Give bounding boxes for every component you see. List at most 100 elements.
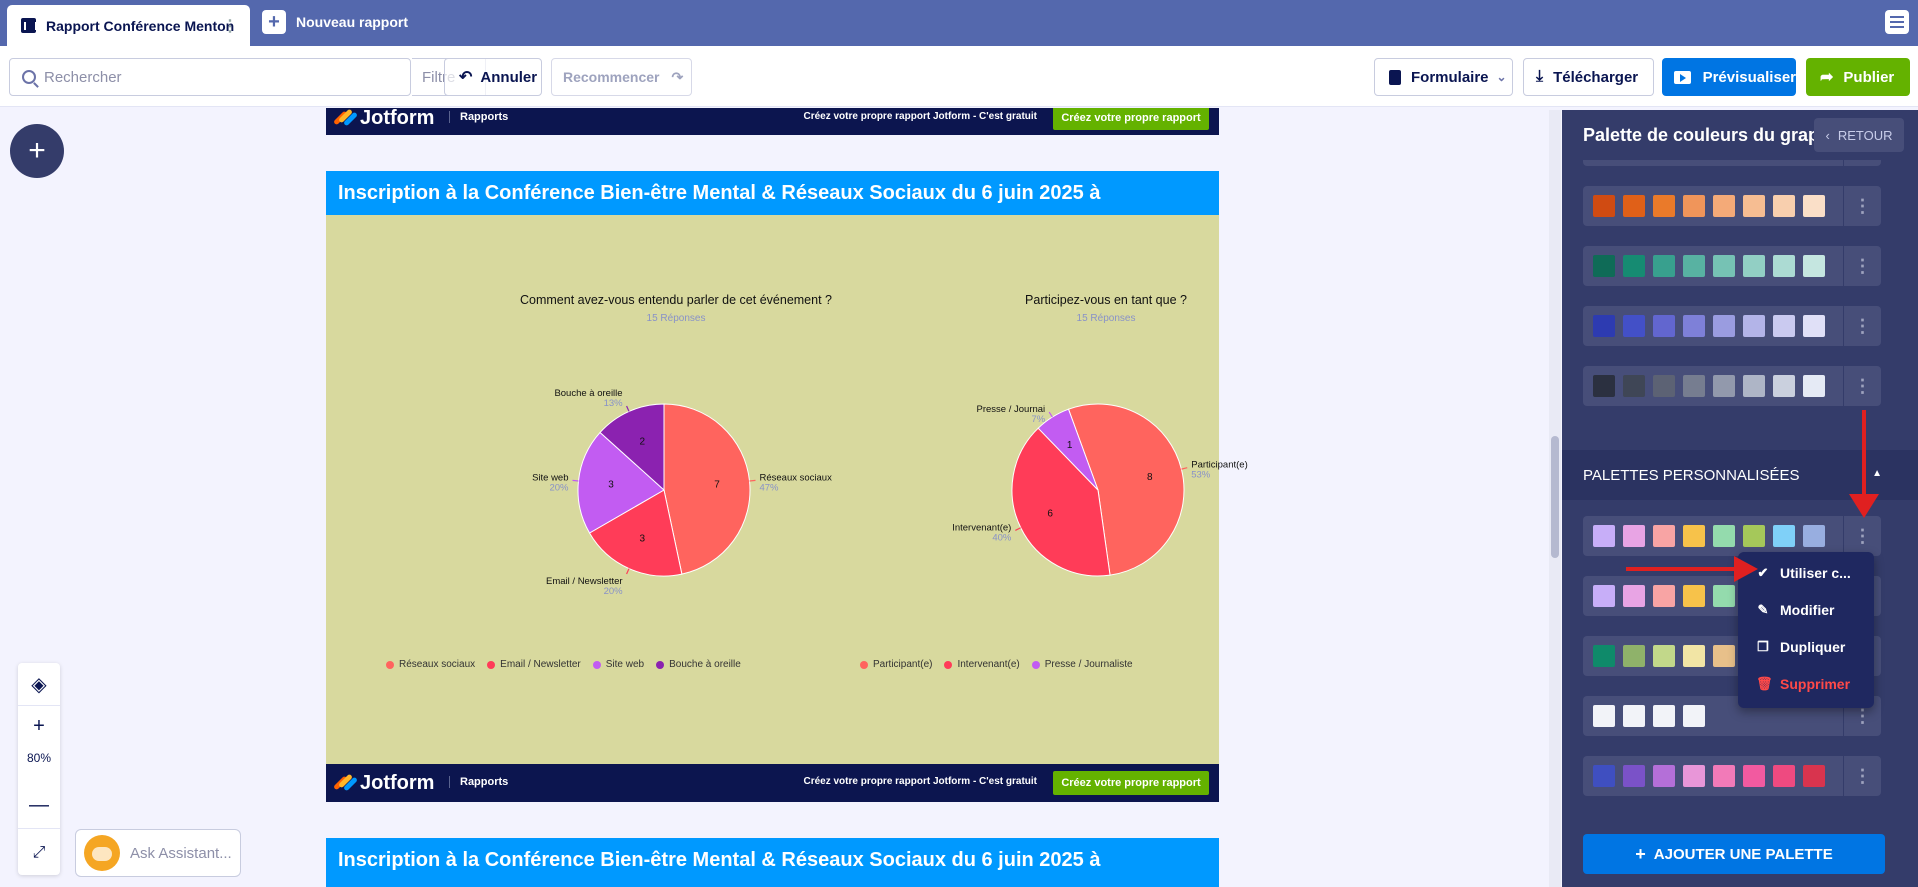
color-swatch — [1803, 525, 1825, 547]
report-page[interactable]: Comment avez-vous entendu parler de cet … — [326, 215, 1248, 764]
menu-item-delete[interactable]: 🗑 Supprimer — [1738, 667, 1874, 701]
menu-item-duplicate[interactable]: ❐ Dupliquer — [1738, 630, 1874, 664]
color-swatch — [1683, 645, 1705, 667]
add-element-button[interactable]: + — [10, 124, 64, 178]
download-button[interactable]: ⤓ Télécharger — [1523, 58, 1654, 96]
zoom-out-button[interactable]: — — [18, 785, 60, 825]
chart2-subtitle: 15 Réponses — [1076, 313, 1136, 324]
legend-label: Site web — [605, 659, 645, 670]
cta-button[interactable]: Créez votre propre rapport — [1053, 108, 1209, 130]
leader-line — [1048, 411, 1053, 418]
default-palette-row[interactable]: ⋮ — [1583, 366, 1881, 406]
report-title[interactable]: Inscription à la Conférence Bien-être Me… — [326, 171, 1219, 215]
cta-button[interactable]: Créez votre propre rapport — [1053, 771, 1209, 795]
tab-label: Rapport Conférence Menton — [46, 17, 235, 34]
color-swatch — [1653, 255, 1675, 277]
custom-palette-row[interactable]: ⋮ — [1583, 516, 1881, 556]
tab-rapport-conference[interactable]: Rapport Conférence Menton ⋮ — [7, 5, 250, 46]
plus-icon: + — [33, 714, 45, 737]
expand-icon: ⤢ — [32, 844, 46, 861]
chart1-subtitle: 15 Réponses — [646, 313, 706, 324]
legend-item: Participant(e) — [860, 659, 932, 670]
more-options-icon[interactable]: ⋮ — [1843, 756, 1881, 796]
brand-sub: Rapports — [449, 111, 508, 123]
more-options-icon[interactable]: ⋮ — [1843, 246, 1881, 286]
more-options-icon[interactable]: ⋮ — [1843, 696, 1881, 736]
plus-icon: + — [262, 10, 286, 34]
back-button[interactable]: ‹ RETOUR — [1814, 118, 1904, 152]
form-selector[interactable]: Formulaire ⌄ — [1374, 58, 1513, 96]
hamburger-menu-button[interactable] — [1885, 10, 1909, 34]
legend-item: Site web — [592, 659, 645, 670]
legend-swatch — [944, 660, 953, 669]
slice-value-label: 6 — [1047, 508, 1053, 519]
assistant-avatar — [84, 835, 120, 871]
color-swatch — [1713, 195, 1735, 217]
custom-palette-row[interactable]: ⋮ — [1583, 696, 1881, 736]
slice-category-label: Email / Newsletter — [546, 576, 623, 587]
leader-line — [572, 479, 579, 482]
default-palette-row[interactable]: ⋮ — [1583, 306, 1881, 346]
menu-item-edit[interactable]: ✎ Modifier — [1738, 593, 1874, 627]
slice-percent-label: 7% — [1031, 414, 1045, 425]
search-input[interactable] — [44, 68, 344, 86]
leader-line — [626, 568, 630, 575]
zoom-in-button[interactable]: + — [18, 706, 60, 746]
undo-button[interactable]: ↶ Annuler — [444, 58, 542, 96]
zoom-panel: ◈ + 80% — ⤢ — [18, 663, 60, 875]
default-palette-row[interactable]: ⋮ — [1583, 186, 1881, 226]
pie-slice — [1011, 427, 1111, 577]
color-swatch — [1743, 765, 1765, 787]
legend-label: Presse / Journaliste — [1044, 659, 1133, 670]
brand-name: Jotform — [360, 772, 435, 794]
color-swatch — [1623, 645, 1645, 667]
panel-header: Palette de couleurs du graphique ‹ RETOU… — [1562, 110, 1918, 160]
menu-item-label: Dupliquer — [1780, 639, 1846, 655]
default-palette-row[interactable]: ⋮ — [1583, 246, 1881, 286]
more-options-icon[interactable]: ⋮ — [1843, 516, 1881, 556]
more-options-icon[interactable]: ⋮ — [1843, 186, 1881, 226]
report-title-2[interactable]: Inscription à la Conférence Bien-être Me… — [326, 838, 1219, 887]
custom-palette-row[interactable]: ⋮ — [1583, 756, 1881, 796]
color-swatch — [1683, 765, 1705, 787]
color-swatch — [1623, 705, 1645, 727]
color-swatch — [1803, 255, 1825, 277]
edit-icon: ✎ — [1757, 602, 1769, 617]
tab-new-report[interactable]: + Nouveau rapport — [262, 8, 408, 36]
form-label: Formulaire — [1411, 68, 1489, 86]
cta-text: Créez votre propre rapport Jotform - C'e… — [803, 776, 1037, 787]
more-options-icon[interactable]: ⋮ — [1843, 366, 1881, 406]
ask-assistant-button[interactable]: Ask Assistant... — [75, 829, 241, 877]
menu-item-label: Utiliser c... — [1780, 565, 1851, 581]
color-swatch — [1773, 255, 1795, 277]
palette-context-menu: ✔ Utiliser c... ✎ Modifier ❐ Dupliquer 🗑… — [1738, 552, 1874, 708]
color-swatch — [1653, 525, 1675, 547]
slice-percent-label: 53% — [1191, 470, 1211, 481]
publish-button[interactable]: ➦ Publier — [1806, 58, 1910, 96]
color-swatch — [1683, 255, 1705, 277]
color-swatch — [1653, 195, 1675, 217]
legend-label: Email / Newsletter — [500, 659, 581, 670]
tab-bar: Rapport Conférence Menton ⋮ + Nouveau ra… — [0, 0, 1918, 46]
preview-button[interactable]: Prévisualiser — [1662, 58, 1796, 96]
more-options-icon[interactable]: ⋮ — [1843, 306, 1881, 346]
redo-button[interactable]: Recommencer ↷ — [551, 58, 692, 96]
color-swatch — [1803, 315, 1825, 337]
add-palette-button[interactable]: + AJOUTER UNE PALETTE — [1583, 834, 1885, 874]
color-swatch — [1593, 315, 1615, 337]
fullscreen-button[interactable]: ⤢ — [18, 833, 60, 873]
menu-item-use[interactable]: ✔ Utiliser c... — [1738, 556, 1874, 590]
canvas-scrollbar[interactable] — [1549, 110, 1561, 887]
form-icon — [1389, 69, 1401, 85]
slice-percent-label: 40% — [992, 532, 1012, 543]
legend-label: Réseaux sociaux — [399, 659, 476, 670]
custom-palettes-header[interactable]: PALETTES PERSONNALISÉES ▲ — [1562, 450, 1918, 500]
pie-slice — [577, 431, 665, 534]
legend-swatch — [656, 660, 665, 669]
caret-up-icon: ▲ — [1872, 468, 1882, 479]
color-swatch — [1623, 255, 1645, 277]
tab-options-icon[interactable]: ⋮ — [222, 18, 238, 35]
color-swatch — [1653, 315, 1675, 337]
color-swatch — [1683, 375, 1705, 397]
layers-button[interactable]: ◈ — [18, 664, 60, 704]
